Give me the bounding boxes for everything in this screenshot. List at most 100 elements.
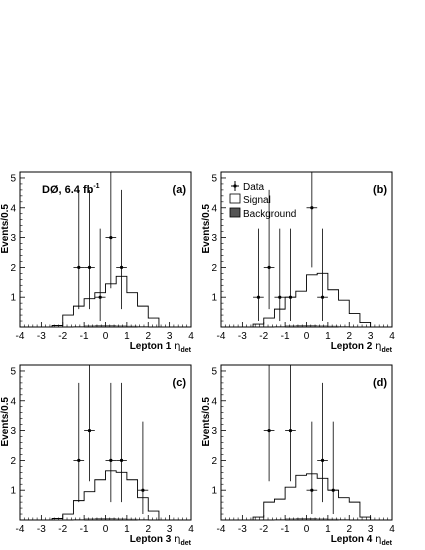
panel-b: -4 -3 -2 -1 0 1 2 3 4 1 2 3 4 5 (b) Lepton 2 ηdet Events…: [201, 171, 395, 354]
x-tick-label: -4: [217, 524, 226, 535]
data-point: [306, 421, 318, 515]
panel-c: -4 -3 -2 -1 0 1 2 3 4 1 2 3 4 5 (c) Lepton 3 ηdet Events…: [0, 364, 194, 547]
x-axis-label: Lepton 4 ηdet: [331, 534, 393, 547]
data-point: [285, 228, 296, 322]
background-bar: [105, 325, 117, 327]
data-point: [73, 382, 85, 503]
background-bar: [327, 325, 339, 328]
x-tick-label: -1: [80, 331, 89, 342]
data-point: [317, 382, 328, 503]
x-tick-label: -3: [238, 331, 247, 342]
y-tick-label: 2: [10, 456, 16, 467]
data-point: [263, 189, 275, 310]
legend-signal-swatch: [229, 193, 241, 204]
background-bar: [137, 519, 149, 521]
y-axis-label: Events/0.5: [0, 204, 11, 254]
x-tick-label: -2: [259, 524, 268, 535]
y-tick-label: 2: [211, 456, 217, 467]
background-bar: [306, 518, 318, 520]
data-marker: [288, 428, 293, 433]
legend-background-swatch: [229, 207, 241, 218]
y-tick-label: 1: [10, 486, 16, 497]
y-tick-label: 2: [10, 263, 16, 274]
x-tick-label: -2: [259, 331, 268, 342]
plot-frame: [19, 364, 192, 521]
y-tick-label: 1: [211, 486, 217, 497]
data-marker: [119, 265, 124, 269]
data-marker: [256, 295, 261, 299]
x-tick-label: 4: [188, 331, 194, 342]
x-tick-label: -1: [281, 524, 290, 535]
data-point: [105, 172, 117, 289]
y-tick-label: 5: [10, 366, 16, 377]
data-point: [84, 365, 95, 482]
y-tick-label: 3: [10, 426, 16, 437]
background-bar: [338, 519, 350, 521]
legend-data-marker: [231, 181, 239, 191]
x-axis-label: Lepton 1 ηdet: [130, 341, 192, 354]
background-bar: [285, 325, 296, 327]
background-bar: [73, 326, 85, 328]
y-tick-label: 5: [211, 173, 217, 184]
x-axis-label: Lepton 2 ηdet: [331, 341, 393, 354]
data-point: [263, 365, 275, 482]
x-tick-label: -3: [238, 524, 247, 535]
background-bar: [338, 326, 350, 328]
x-tick-label: -2: [58, 331, 67, 342]
x-axis-label: Lepton 3 ηdet: [130, 534, 192, 547]
background-bar: [285, 518, 296, 520]
background-bar: [327, 518, 339, 521]
background-bar: [73, 519, 85, 521]
background-bar: [295, 325, 307, 327]
data-marker: [119, 458, 124, 462]
y-tick-label: 1: [211, 293, 217, 304]
signal-histogram: [20, 275, 191, 328]
data-point: [285, 365, 296, 482]
data-point: [253, 228, 264, 322]
y-tick-label: 2: [211, 263, 217, 274]
background-bar: [84, 518, 95, 520]
x-tick-label: 3: [368, 331, 374, 342]
data-point: [116, 189, 127, 310]
y-tick-label: 4: [211, 396, 217, 407]
data-marker: [331, 488, 335, 492]
y-tick-label: 5: [211, 366, 217, 377]
y-axis-label: Events/0.5: [201, 397, 212, 447]
plot-frame: [220, 364, 393, 521]
x-tick-label: -1: [80, 524, 89, 535]
y-tick-label: 1: [10, 293, 16, 304]
background-bar: [105, 518, 117, 520]
background-bar: [295, 518, 307, 520]
background-bar: [306, 325, 318, 327]
x-tick-label: 0: [103, 524, 109, 535]
x-tick-label: 4: [389, 524, 395, 535]
data-point: [274, 228, 286, 322]
panel-d: -4 -3 -2 -1 0 1 2 3 4 1 2 3 4 5 (d) Lepton 4 ηdet Events…: [201, 364, 395, 547]
x-tick-label: 4: [389, 331, 395, 342]
data-marker: [141, 488, 145, 492]
background-bar: [94, 518, 106, 520]
signal-histogram: [221, 272, 392, 328]
panels: -4 -3 -2 -1 0 1 2 3 4 1 2 3 4 5 (a) Lepton 1 ηdet Events…: [0, 171, 395, 547]
x-tick-label: -3: [37, 331, 46, 342]
data-point: [327, 421, 339, 515]
x-tick-label: -3: [37, 524, 46, 535]
x-tick-label: 1: [124, 331, 130, 342]
data-marker: [109, 235, 113, 240]
x-tick-label: 2: [145, 524, 151, 535]
y-tick-label: 3: [10, 233, 16, 244]
legend-background-label: Background: [243, 209, 296, 220]
background-bar: [137, 326, 149, 328]
signal-histogram: [221, 473, 392, 521]
data-marker: [87, 265, 92, 269]
x-tick-label: -1: [281, 331, 290, 342]
data-point: [306, 172, 318, 268]
data-point: [105, 382, 117, 503]
data-point: [94, 228, 106, 322]
x-tick-label: 4: [188, 524, 194, 535]
background-bar: [274, 326, 286, 328]
x-tick-label: 2: [145, 331, 151, 342]
y-tick-label: 3: [211, 233, 217, 244]
data-point: [84, 189, 95, 310]
x-tick-label: 3: [368, 524, 374, 535]
